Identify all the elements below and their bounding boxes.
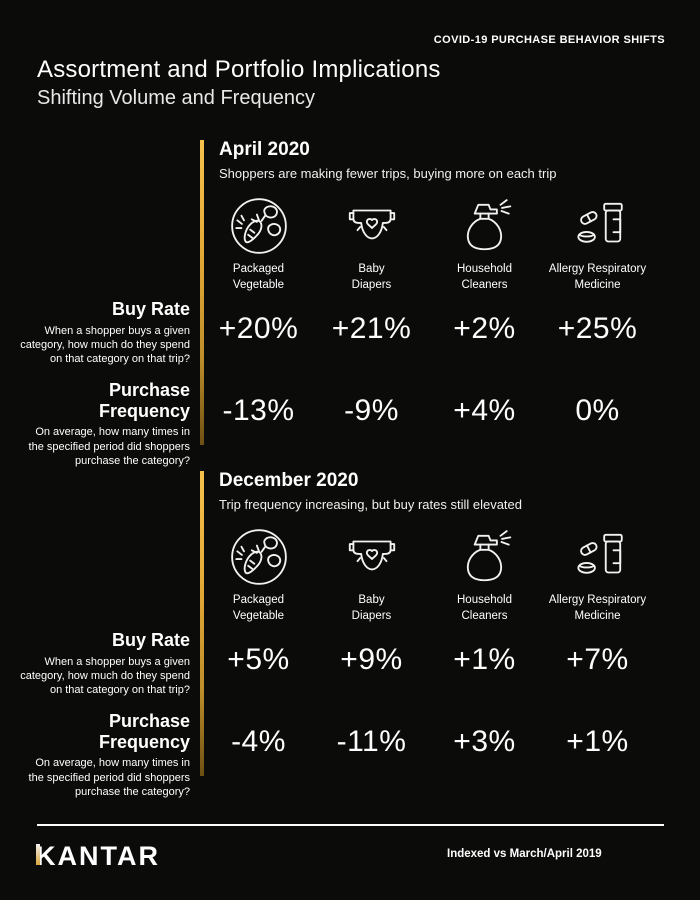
buy-rate-label: Buy Rate <box>111 299 190 319</box>
packaged-vegetable-icon <box>228 526 290 588</box>
buy-rate-label-block: Buy Rate When a shopper buys a given cat… <box>14 630 190 698</box>
buy-rate-value: +1% <box>453 643 516 676</box>
buy-rate-description: When a shopper buys a given category, ho… <box>20 324 190 366</box>
section-subtitle: Trip frequency increasing, but buy rates… <box>219 497 523 512</box>
buy-rate-description: When a shopper buys a given category, ho… <box>20 655 190 697</box>
category-household-cleaners: Household Cleaners <box>428 195 541 293</box>
kantar-logo-text: KANTAR <box>36 841 160 871</box>
buy-rate-value: +7% <box>566 643 629 676</box>
category-household-cleaners: Household Cleaners <box>428 526 541 624</box>
footer-divider <box>37 824 664 826</box>
category-label: Packaged Vegetable <box>232 263 285 291</box>
purchase-frequency-value: +1% <box>566 725 629 758</box>
buy-rate-label: Buy Rate <box>111 630 190 650</box>
category-label: Packaged Vegetable <box>232 594 285 622</box>
purchase-frequency-value: -4% <box>231 725 286 758</box>
category-label: Household Cleaners <box>457 594 512 622</box>
category-baby-diapers: Baby Diapers <box>315 526 428 624</box>
category-label: Allergy Respiratory Medicine <box>548 263 647 291</box>
page-title: Assortment and Portfolio Implications <box>37 56 441 83</box>
purchase-frequency-value: -9% <box>344 394 399 427</box>
purchase-frequency-label-block: Purchase Frequency On average, how many … <box>14 380 190 468</box>
purchase-frequency-values-row: -4% -11% +3% +1% <box>202 725 654 759</box>
category-packaged-vegetable: Packaged Vegetable <box>202 195 315 293</box>
category-header-row: Packaged Vegetable Baby Diapers Househol… <box>202 195 654 293</box>
kantar-logo-gold-stem <box>36 844 40 865</box>
buy-rate-value: +2% <box>453 312 516 345</box>
purchase-frequency-label-block: Purchase Frequency On average, how many … <box>14 711 190 799</box>
purchase-frequency-label: Purchase Frequency <box>98 711 190 752</box>
purchase-frequency-values-row: -13% -9% +4% 0% <box>202 394 654 428</box>
category-label: Household Cleaners <box>457 263 512 291</box>
purchase-frequency-value: -13% <box>222 394 295 427</box>
section-december-2020: December 2020 Trip frequency increasing,… <box>0 470 700 798</box>
purchase-frequency-description: On average, how many times in the specif… <box>28 757 190 798</box>
purchase-frequency-value: -11% <box>336 725 407 758</box>
report-eyebrow: COVID-19 PURCHASE BEHAVIOR SHIFTS <box>433 34 665 46</box>
buy-rate-values-row: +20% +21% +2% +25% <box>202 312 654 346</box>
purchase-frequency-value: +4% <box>453 394 516 427</box>
household-cleaners-icon <box>454 526 516 588</box>
category-label: Allergy Respiratory Medicine <box>548 594 647 622</box>
gold-accent-line <box>200 140 204 445</box>
purchase-frequency-description: On average, how many times in the specif… <box>28 426 190 467</box>
baby-diapers-icon <box>341 195 403 257</box>
packaged-vegetable-icon <box>228 195 290 257</box>
section-title: April 2020 <box>219 139 310 160</box>
baby-diapers-icon <box>341 526 403 588</box>
category-label: Baby Diapers <box>351 263 392 291</box>
buy-rate-value: +25% <box>557 312 638 345</box>
buy-rate-value: +5% <box>227 643 290 676</box>
section-april-2020: April 2020 Shoppers are making fewer tri… <box>0 139 700 467</box>
category-allergy-respiratory-medicine: Allergy Respiratory Medicine <box>541 195 654 293</box>
buy-rate-value: +21% <box>331 312 412 345</box>
page-subtitle: Shifting Volume and Frequency <box>37 87 315 109</box>
footer-index-note: Indexed vs March/April 2019 <box>447 848 602 860</box>
household-cleaners-icon <box>454 195 516 257</box>
category-header-row: Packaged Vegetable Baby Diapers Househol… <box>202 526 654 624</box>
category-baby-diapers: Baby Diapers <box>315 195 428 293</box>
category-allergy-respiratory-medicine: Allergy Respiratory Medicine <box>541 526 654 624</box>
kantar-logo: KANTAR <box>36 841 160 872</box>
buy-rate-values-row: +5% +9% +1% +7% <box>202 643 654 677</box>
allergy-respiratory-medicine-icon <box>567 526 629 588</box>
gold-accent-line <box>200 471 204 776</box>
section-title: December 2020 <box>219 470 359 491</box>
buy-rate-value: +20% <box>218 312 299 345</box>
purchase-frequency-label: Purchase Frequency <box>98 380 190 421</box>
category-packaged-vegetable: Packaged Vegetable <box>202 526 315 624</box>
purchase-frequency-value: 0% <box>575 394 620 427</box>
category-label: Baby Diapers <box>351 594 392 622</box>
allergy-respiratory-medicine-icon <box>567 195 629 257</box>
buy-rate-label-block: Buy Rate When a shopper buys a given cat… <box>14 299 190 367</box>
purchase-frequency-value: +3% <box>453 725 516 758</box>
section-subtitle: Shoppers are making fewer trips, buying … <box>219 166 557 181</box>
buy-rate-value: +9% <box>340 643 403 676</box>
